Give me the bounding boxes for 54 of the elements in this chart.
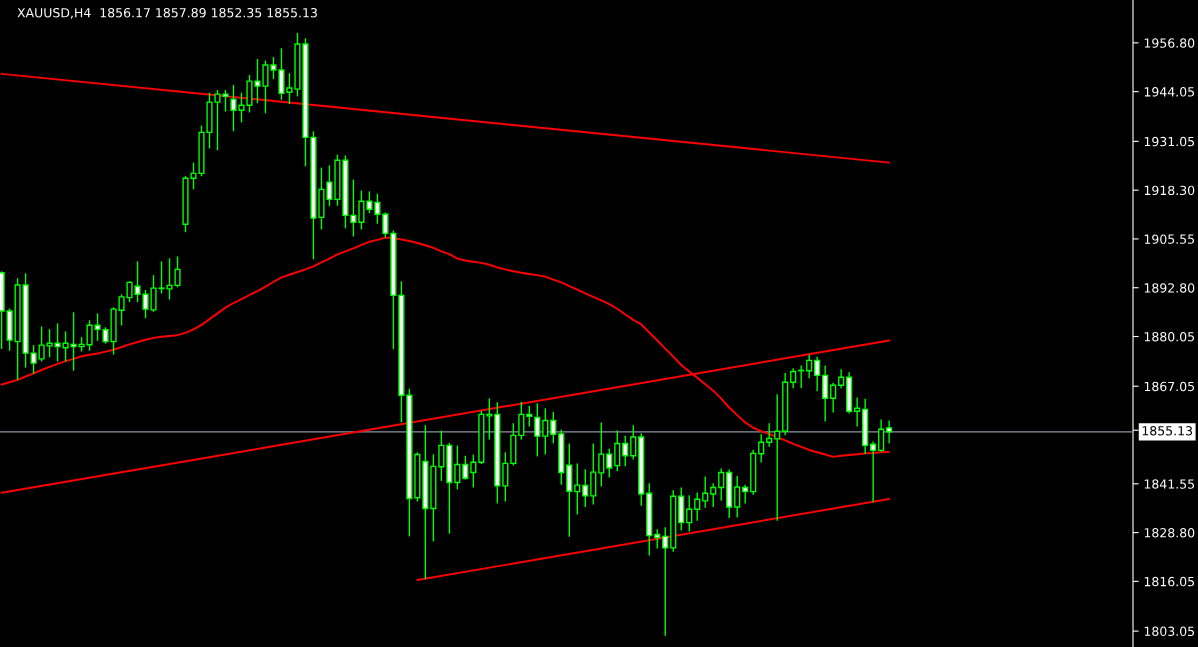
y-tick-label: 1803.05 bbox=[1144, 626, 1195, 637]
candlestick bbox=[598, 422, 605, 487]
candlestick bbox=[606, 448, 613, 478]
candlestick bbox=[766, 423, 773, 447]
candlestick bbox=[806, 354, 813, 379]
candlestick bbox=[830, 382, 837, 413]
candlestick bbox=[734, 476, 741, 518]
candlestick bbox=[686, 495, 693, 532]
candlestick bbox=[438, 430, 445, 481]
candlestick bbox=[382, 212, 389, 238]
candlestick bbox=[886, 420, 893, 444]
candlestick bbox=[622, 435, 629, 467]
candlestick bbox=[470, 454, 477, 488]
candlestick bbox=[822, 365, 829, 422]
ref-line-label: 1855.13 bbox=[1142, 426, 1193, 436]
candlestick bbox=[590, 443, 597, 505]
candlestick bbox=[790, 368, 797, 389]
candlestick bbox=[614, 430, 621, 472]
candlestick bbox=[702, 476, 709, 508]
candlestick bbox=[454, 445, 461, 490]
candlestick bbox=[574, 463, 581, 515]
candlestick bbox=[710, 483, 717, 507]
y-tick-label: 1841.55 bbox=[1144, 479, 1195, 489]
candlestick bbox=[550, 412, 557, 444]
y-tick-label: 1905.55 bbox=[1144, 234, 1195, 244]
candlestick bbox=[774, 394, 781, 521]
candlestick bbox=[870, 441, 877, 503]
candlestick bbox=[718, 468, 725, 501]
candlestick bbox=[878, 419, 885, 452]
candlestick bbox=[814, 356, 821, 392]
y-tick-label: 1816.05 bbox=[1144, 576, 1195, 587]
y-tick-label: 1944.05 bbox=[1144, 87, 1195, 97]
y-tick-label: 1892.80 bbox=[1144, 283, 1195, 293]
text: XAUUSD,H4 1856.17 1857.89 1852.35 1855.13 bbox=[17, 7, 317, 19]
y-tick-label: 1867.05 bbox=[1144, 381, 1195, 392]
candlestick bbox=[374, 193, 381, 224]
y-tick-label: 1931.05 bbox=[1144, 136, 1195, 147]
y-tick-label: 1956.80 bbox=[1144, 38, 1195, 48]
candlestick bbox=[526, 406, 533, 427]
candlestick bbox=[462, 455, 469, 480]
y-tick-label: 1828.80 bbox=[1144, 528, 1195, 538]
candlestick bbox=[582, 469, 589, 507]
candlestick bbox=[486, 398, 493, 440]
candlestick bbox=[694, 492, 701, 521]
candlestick bbox=[542, 408, 549, 455]
y-tick-label: 1918.30 bbox=[1144, 185, 1195, 196]
candlestick bbox=[534, 403, 541, 457]
y-tick-label: 1880.05 bbox=[1144, 331, 1195, 342]
candlestick bbox=[758, 434, 765, 463]
candlestick bbox=[662, 527, 669, 636]
candlestick bbox=[630, 425, 637, 460]
candlestick bbox=[854, 397, 861, 427]
candlestick bbox=[502, 452, 509, 502]
candlestick bbox=[518, 401, 525, 440]
